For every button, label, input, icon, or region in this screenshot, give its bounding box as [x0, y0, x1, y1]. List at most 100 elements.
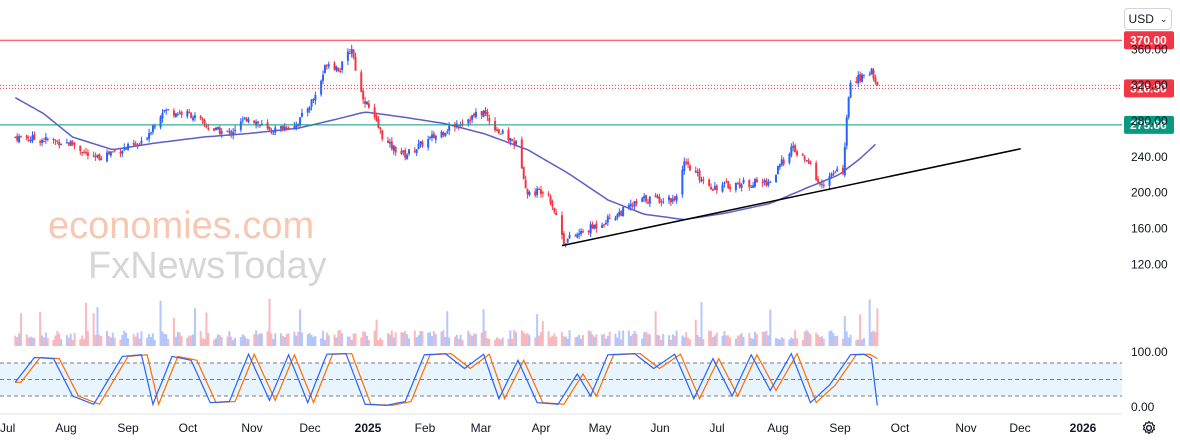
candle-body: [327, 64, 330, 67]
volume-bar: [295, 335, 298, 346]
volume-bar: [603, 333, 606, 346]
candle-body: [125, 148, 128, 150]
volume-bar: [81, 335, 84, 346]
candle-body: [859, 74, 862, 82]
candle-body: [683, 161, 686, 171]
volume-bar: [857, 339, 860, 346]
time-axis-label[interactable]: Dec: [1009, 421, 1030, 435]
volume-bar: [146, 337, 149, 346]
volume-bar: [258, 333, 261, 346]
volume-bar: [541, 321, 544, 346]
candle-body: [767, 182, 770, 185]
volume-bar: [646, 333, 649, 346]
candle-body: [520, 139, 523, 169]
candle-body: [752, 185, 755, 188]
level-price-tag[interactable]: [1124, 115, 1174, 134]
time-axis-label[interactable]: Sep: [829, 421, 851, 435]
time-axis-label[interactable]: Nov: [241, 421, 262, 435]
time-axis-label[interactable]: Oct: [179, 421, 198, 435]
candle-body: [138, 144, 141, 146]
time-axis-label[interactable]: Apr: [532, 421, 551, 435]
candle-body: [270, 131, 273, 134]
volume-bar: [752, 338, 755, 346]
volume-bar: [620, 339, 623, 346]
volume-bar: [832, 333, 835, 346]
volume-bar: [85, 302, 88, 346]
level-price-tag[interactable]: [1124, 79, 1174, 98]
candle-body: [604, 222, 607, 225]
volume-bar: [281, 335, 284, 346]
settings-button[interactable]: [1141, 420, 1161, 440]
candle-body: [373, 107, 376, 118]
volume-bar: [568, 330, 571, 346]
time-axis-label[interactable]: Aug: [55, 421, 76, 435]
candle-body: [335, 66, 338, 71]
volume-bar: [245, 338, 248, 346]
currency-selector[interactable]: USD ⌄: [1124, 8, 1172, 30]
time-axis-label[interactable]: Mar: [471, 421, 492, 435]
volume-bar: [106, 330, 109, 346]
volume-bar: [44, 332, 47, 346]
volume-bar: [618, 330, 621, 346]
volume-bar: [689, 339, 692, 346]
time-axis-label[interactable]: May: [589, 421, 612, 435]
volume-bar: [641, 338, 644, 346]
volume-bar: [526, 332, 529, 346]
candle-body: [186, 111, 189, 117]
currency-label: USD: [1128, 12, 1154, 26]
time-axis-label[interactable]: Dec: [299, 421, 320, 435]
trendline-segment[interactable]: [561, 148, 1021, 247]
volume-bar: [792, 338, 795, 346]
volume-bar: [822, 338, 825, 346]
candle-body: [96, 154, 99, 157]
time-axis-label[interactable]: 2026: [1070, 421, 1097, 435]
volume-bar: [404, 331, 407, 346]
volume-bar: [497, 338, 500, 346]
candle-body: [434, 135, 437, 140]
candle-body: [635, 201, 638, 203]
volume-bar: [461, 339, 464, 346]
candle-body: [687, 161, 690, 165]
time-axis-label[interactable]: Sep: [117, 421, 139, 435]
time-axis-label[interactable]: Oct: [891, 421, 910, 435]
time-axis-label[interactable]: Jun: [650, 421, 669, 435]
volume-bar: [815, 332, 818, 346]
volume-bar: [232, 339, 235, 346]
candle-body: [656, 196, 659, 199]
volume-bar: [788, 339, 791, 346]
level-price-tag[interactable]: [1124, 31, 1174, 50]
candle-body: [595, 223, 598, 229]
time-axis-label[interactable]: Jul: [709, 421, 724, 435]
watermark-line2: FxNewsToday: [88, 245, 327, 287]
volume-bar: [94, 334, 97, 346]
candle-body: [794, 145, 797, 153]
volume-bar: [56, 331, 59, 346]
candle-body: [432, 133, 435, 138]
candle-body: [694, 170, 697, 173]
volume-bar: [855, 339, 858, 346]
volume-bar: [293, 331, 296, 346]
candle-body: [220, 131, 223, 134]
volume-bar: [560, 331, 563, 346]
time-axis-label[interactable]: Jul: [0, 421, 15, 435]
volume-bar: [654, 311, 657, 346]
time-axis-label[interactable]: Nov: [955, 421, 976, 435]
candle-body: [763, 180, 766, 183]
time-axis-label[interactable]: Aug: [767, 421, 788, 435]
volume-bar: [794, 330, 797, 346]
candle-body: [681, 169, 684, 195]
horizontal-levels[interactable]: 370.00 316.30 275.66: [0, 31, 1174, 134]
time-axis[interactable]: Jul Aug Sep Oct Nov Dec 2025 Feb Mar Apr May Jun Jul…: [0, 413, 1122, 435]
candle-body: [201, 118, 204, 121]
trendline[interactable]: [561, 148, 1021, 247]
candle-body: [123, 147, 126, 150]
volume-bar: [696, 334, 699, 346]
candle-body: [165, 109, 168, 111]
volume-bar: [92, 313, 95, 346]
volume-bar: [180, 335, 183, 346]
price-axis[interactable]: 120.00 160.00 200.00 240.00 280.00 320.00 360.…: [1131, 42, 1168, 271]
volume-bar: [614, 333, 617, 346]
time-axis-label[interactable]: Feb: [415, 421, 436, 435]
time-axis-label[interactable]: 2025: [355, 421, 382, 435]
